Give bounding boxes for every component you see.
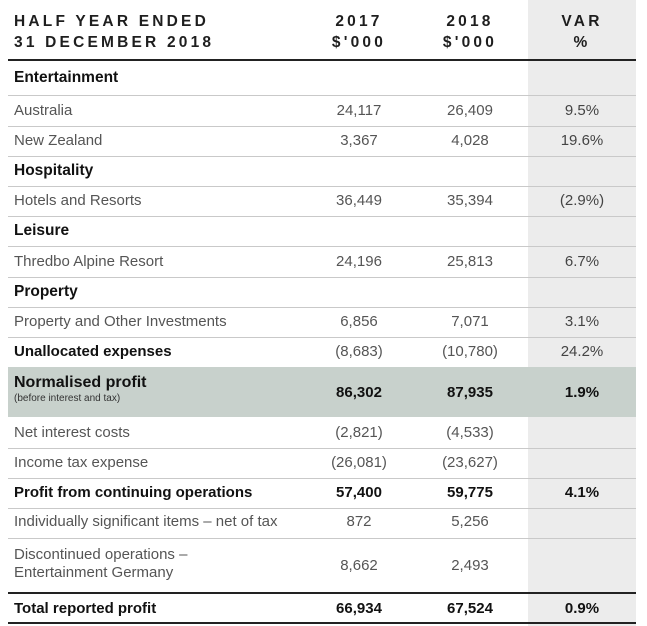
value-2017: 3,367 — [340, 132, 378, 149]
total-rule — [8, 592, 636, 594]
column-header-2017: 2017 $'000 — [305, 11, 413, 53]
row-divider — [8, 126, 636, 127]
value-2017: 57,400 — [336, 484, 382, 501]
discontinued-label-line2: Entertainment Germany — [14, 564, 174, 581]
value-var: 4.1% — [564, 484, 600, 501]
row-divider — [8, 156, 636, 157]
value-var: 19.6% — [560, 132, 604, 149]
value-2017: 66,934 — [336, 600, 382, 617]
value-2017: 24,117 — [336, 102, 382, 119]
column-header-2018: 2018 $'000 — [416, 11, 524, 53]
section-label: Property — [14, 283, 78, 300]
column-header-var-label: VAR — [561, 13, 603, 30]
value-2018: 87,935 — [447, 384, 493, 401]
value-2017: 8,662 — [340, 557, 378, 574]
value-2017: 86,302 — [336, 384, 382, 401]
value-2018: (10,780) — [442, 343, 498, 360]
row-label: Total reported profit — [14, 600, 157, 617]
row-label: Profit from continuing operations — [14, 484, 253, 501]
table-title: HALF YEAR ENDED 31 DECEMBER 2018 — [14, 11, 214, 53]
value-2017: 36,449 — [336, 192, 382, 209]
row-label: Net interest costs — [14, 424, 130, 441]
bottom-rule — [8, 622, 636, 624]
value-2018: 2,493 — [451, 557, 489, 574]
table-title-line1: HALF YEAR ENDED — [14, 13, 209, 30]
row-divider — [8, 337, 636, 338]
header-rule — [8, 59, 636, 61]
value-var: 0.9% — [564, 600, 600, 617]
row-label: Individually significant items – net of … — [14, 513, 278, 530]
normalised-profit-highlight — [8, 367, 636, 417]
table-title-line2: 31 DECEMBER 2018 — [14, 34, 215, 51]
row-divider — [8, 277, 636, 278]
row-label: Hotels and Resorts — [14, 192, 142, 209]
value-2017: (26,081) — [331, 454, 387, 471]
row-divider — [8, 186, 636, 187]
row-label: Discontinued operations – Entertainment … — [14, 546, 187, 582]
row-divider — [8, 508, 636, 509]
column-header-2018-unit: $'000 — [442, 34, 498, 51]
value-2017: 6,856 — [340, 313, 378, 330]
value-var: (2.9%) — [559, 192, 605, 209]
value-2018: (23,627) — [442, 454, 498, 471]
row-label: Normalised profit (before interest and t… — [14, 374, 146, 405]
section-label: Leisure — [14, 222, 70, 239]
value-var: 1.9% — [564, 384, 600, 401]
value-var: 24.2% — [560, 343, 604, 360]
value-2017: 872 — [346, 513, 372, 530]
column-header-2018-year: 2018 — [446, 13, 494, 30]
value-2018: 25,813 — [447, 253, 493, 270]
value-2018: 26,409 — [447, 102, 493, 119]
discontinued-label-line1: Discontinued operations – — [14, 546, 188, 563]
value-2018: (4,533) — [446, 424, 494, 441]
value-2017: (8,683) — [335, 343, 383, 360]
value-2017: (2,821) — [335, 424, 383, 441]
row-label: Property and Other Investments — [14, 313, 227, 330]
value-2018: 67,524 — [447, 600, 493, 617]
row-divider — [8, 216, 636, 217]
row-label: Income tax expense — [14, 454, 149, 471]
row-divider — [8, 95, 636, 96]
section-label: Entertainment — [14, 69, 119, 86]
row-label: Thredbo Alpine Resort — [14, 253, 164, 270]
row-divider — [8, 307, 636, 308]
row-divider — [8, 246, 636, 247]
column-header-var: VAR % — [528, 11, 636, 53]
value-2018: 5,256 — [451, 513, 489, 530]
value-2018: 35,394 — [447, 192, 493, 209]
row-label: New Zealand — [14, 132, 103, 149]
value-var: 6.7% — [564, 253, 600, 270]
column-header-2017-unit: $'000 — [331, 34, 387, 51]
value-2018: 59,775 — [447, 484, 493, 501]
value-2017: 24,196 — [336, 253, 382, 270]
var-column-background — [528, 0, 636, 626]
row-divider — [8, 478, 636, 479]
normalised-profit-sublabel: (before interest and tax) — [14, 393, 121, 404]
row-label: Unallocated expenses — [14, 343, 172, 360]
normalised-profit-label: Normalised profit — [14, 374, 147, 391]
column-header-2017-year: 2017 — [335, 13, 383, 30]
section-label: Hospitality — [14, 162, 94, 179]
value-2018: 4,028 — [451, 132, 489, 149]
row-divider — [8, 448, 636, 449]
row-label: Australia — [14, 102, 73, 119]
row-divider — [8, 538, 636, 539]
value-2018: 7,071 — [451, 313, 489, 330]
value-var: 3.1% — [564, 313, 600, 330]
value-var: 9.5% — [564, 102, 600, 119]
column-header-var-unit: % — [573, 34, 591, 51]
